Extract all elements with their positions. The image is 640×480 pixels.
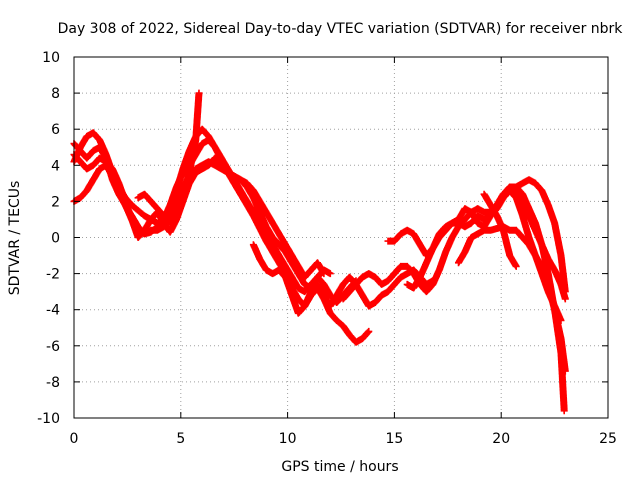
marker-path (70, 158, 334, 292)
series-track-12 (512, 187, 569, 303)
axis-ticks: 0 5 10 15 20 25 -10 -8 -6 -4 -2 0 2 4 6 8 10 (37, 50, 617, 447)
y-tick-label: -8 (46, 375, 60, 391)
series-track-3 (70, 158, 334, 292)
y-tick-label: 8 (51, 86, 60, 102)
y-tick-label: -10 (37, 411, 60, 427)
x-tick-label: 25 (599, 431, 617, 447)
y-axis-label: SDTVAR / TECUs (7, 181, 23, 296)
y-tick-label: 10 (42, 50, 60, 66)
y-tick-label: 0 (51, 231, 60, 247)
x-tick-label: 10 (279, 431, 297, 447)
series-track-11 (480, 190, 520, 270)
y-tick-label: -6 (46, 339, 60, 355)
x-tick-label: 20 (492, 431, 510, 447)
x-tick-label: 5 (176, 431, 185, 447)
y-tick-label: 4 (51, 158, 60, 174)
x-tick-label: 0 (70, 431, 79, 447)
y-tick-label: 6 (51, 122, 60, 138)
series-track-5 (134, 89, 203, 227)
y-tick-label: 2 (51, 194, 60, 210)
chart-title: Day 308 of 2022, Sidereal Day-to-day VTE… (58, 21, 624, 37)
grid (74, 57, 608, 418)
series-track-10 (455, 223, 569, 375)
x-tick-label: 15 (385, 431, 403, 447)
y-tick-label: -2 (46, 267, 60, 283)
marker-path (512, 187, 569, 303)
x-axis-label: GPS time / hours (281, 459, 398, 475)
marker-path (134, 89, 203, 227)
y-tick-label: -4 (46, 303, 60, 319)
marker-path (455, 223, 569, 375)
data-points (70, 89, 569, 415)
marker-path (480, 190, 520, 270)
